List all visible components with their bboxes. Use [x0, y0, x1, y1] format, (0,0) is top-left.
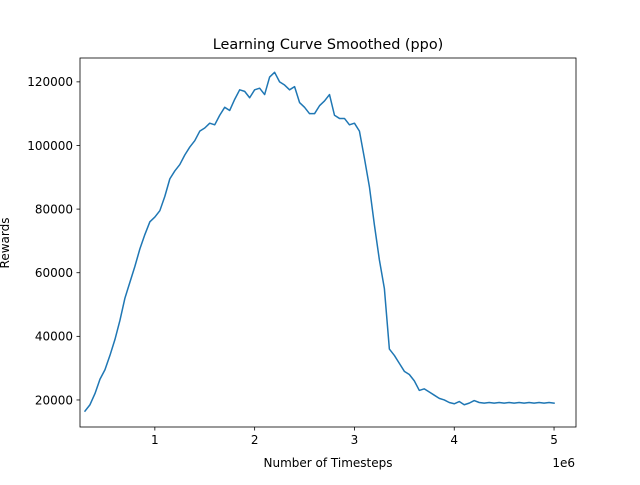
x-axis-label: Number of Timesteps [264, 456, 393, 470]
series-line-0 [83, 71, 555, 413]
x-tick-label: 3 [351, 433, 359, 447]
y-axis-label: Rewards [0, 218, 12, 269]
x-tick-label: 2 [251, 433, 259, 447]
plot-area [83, 71, 555, 413]
y-tick-label: 40000 [35, 330, 73, 344]
axes-frame [79, 57, 577, 428]
x-tick-label: 4 [450, 433, 458, 447]
axes: 1 2 3 4 5 20000 40000 60000 80000 100000 120000 [27, 57, 577, 447]
y-tick-label: 120000 [27, 75, 73, 89]
y-tick-label: 80000 [35, 202, 73, 216]
x-axis-offset-label: 1e6 [552, 456, 575, 470]
x-tick-label: 1 [151, 433, 159, 447]
y-tick-label: 100000 [27, 139, 73, 153]
chart-title: Learning Curve Smoothed (ppo) [213, 37, 443, 53]
x-tick-label: 5 [550, 433, 558, 447]
y-tick-label: 60000 [35, 266, 73, 280]
y-tick-label: 20000 [35, 393, 73, 407]
